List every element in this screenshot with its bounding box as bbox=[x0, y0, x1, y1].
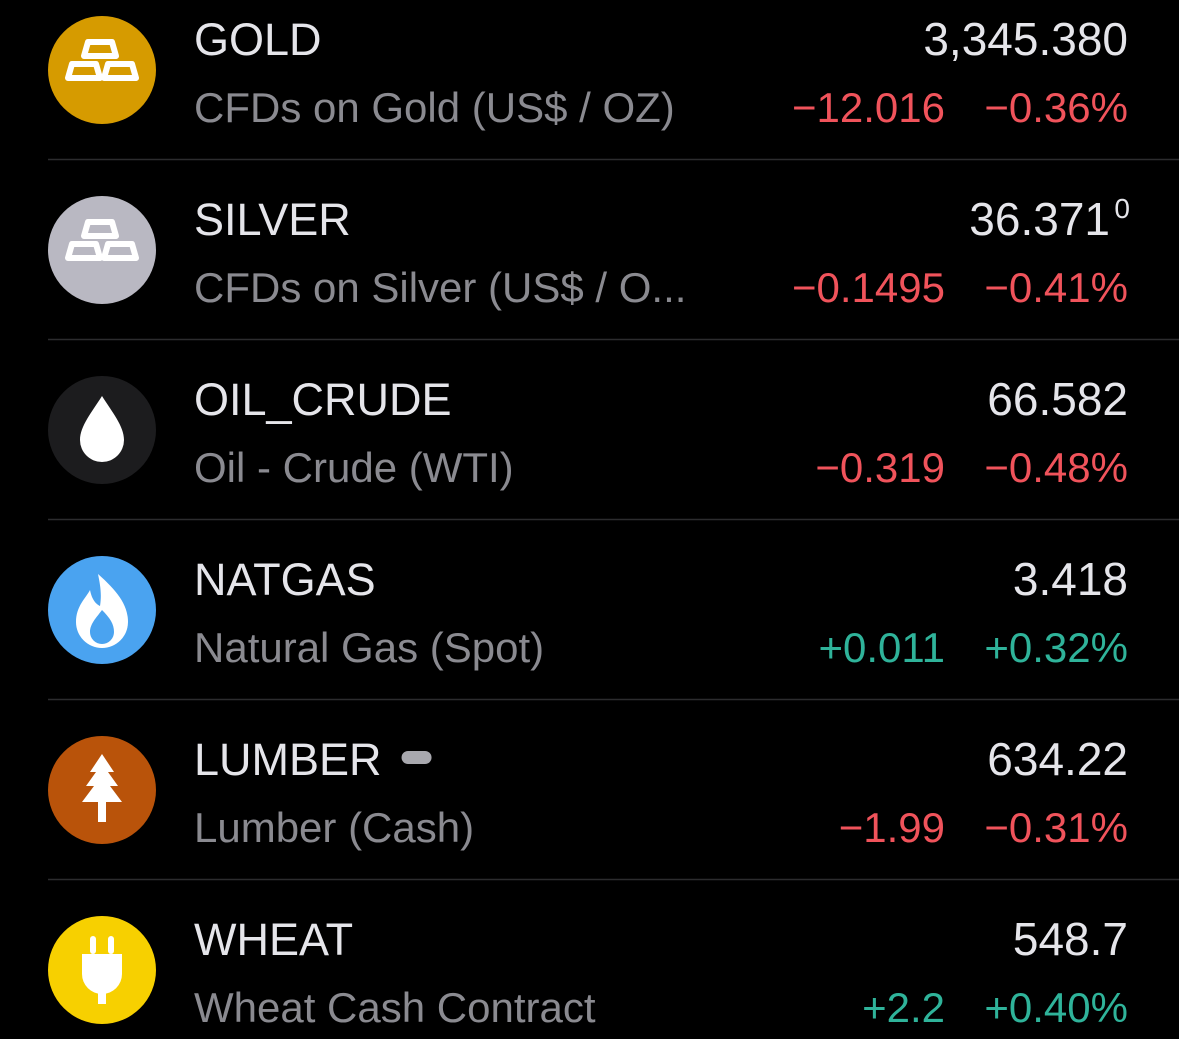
change: −12.016 bbox=[792, 84, 945, 131]
price: 66.582 bbox=[987, 373, 1128, 425]
icon-glyph bbox=[80, 396, 124, 462]
asset-icon bbox=[48, 376, 156, 484]
change-percent: −0.41% bbox=[984, 264, 1128, 311]
asset-name: CFDs on Gold (US$ / OZ) bbox=[194, 84, 675, 131]
icon-glyph bbox=[65, 219, 139, 261]
change-percent: +0.32% bbox=[984, 624, 1128, 671]
symbol: LUMBER bbox=[194, 734, 382, 785]
price: 3,345.380 bbox=[923, 13, 1128, 65]
asset-name: Natural Gas (Spot) bbox=[194, 624, 544, 671]
asset-name: CFDs on Silver (US$ / O... bbox=[194, 264, 686, 311]
asset-name: Wheat Cash Contract bbox=[194, 984, 596, 1031]
change-percent: +0.40% bbox=[984, 984, 1128, 1031]
change: −1.99 bbox=[839, 804, 945, 851]
asset-name: Oil - Crude (WTI) bbox=[194, 444, 514, 491]
icon-glyph bbox=[76, 574, 128, 648]
asset-icon bbox=[48, 916, 156, 1024]
asset-icon bbox=[48, 556, 156, 664]
watchlist-row[interactable]: SILVER CFDs on Silver (US$ / O... 36.371 0 −… bbox=[48, 193, 1179, 341]
change: +2.2 bbox=[862, 984, 945, 1031]
symbol: GOLD bbox=[194, 14, 322, 65]
price-superscript: 0 bbox=[1114, 193, 1130, 224]
symbol: OIL_CRUDE bbox=[194, 374, 452, 425]
icon-circle bbox=[48, 16, 156, 124]
price: 548.7 bbox=[1013, 913, 1128, 965]
asset-icon bbox=[48, 736, 156, 844]
change: +0.011 bbox=[818, 624, 945, 671]
icon-glyph bbox=[82, 936, 122, 1004]
change-percent: −0.36% bbox=[984, 84, 1128, 131]
asset-icon bbox=[48, 196, 156, 304]
price: 36.371 bbox=[969, 193, 1110, 245]
watchlist-row[interactable]: OIL_CRUDE Oil - Crude (WTI) 66.582 −0.319 −0… bbox=[48, 373, 1179, 521]
icon-glyph bbox=[82, 754, 122, 822]
change-percent: −0.31% bbox=[984, 804, 1128, 851]
change-percent: −0.48% bbox=[984, 444, 1128, 491]
asset-name: Lumber (Cash) bbox=[194, 804, 474, 851]
symbol: NATGAS bbox=[194, 554, 376, 605]
watchlist-row[interactable]: NATGAS Natural Gas (Spot) 3.418 +0.011 +0.32… bbox=[48, 553, 1179, 701]
status-pill bbox=[401, 751, 432, 764]
watchlist-row[interactable]: WHEAT Wheat Cash Contract 548.7 +2.2 +0.40% bbox=[48, 913, 1128, 1031]
watchlist-row[interactable]: LUMBER Lumber (Cash) 634.22 −1.99 −0.31% bbox=[48, 733, 1179, 881]
change: −0.319 bbox=[815, 444, 945, 491]
change: −0.1495 bbox=[792, 264, 945, 311]
watchlist-row[interactable]: GOLD CFDs on Gold (US$ / OZ) 3,345.380 −12.… bbox=[48, 13, 1179, 161]
price: 634.22 bbox=[987, 733, 1128, 785]
asset-icon bbox=[48, 16, 156, 124]
icon-glyph bbox=[65, 39, 139, 81]
icon-circle bbox=[48, 196, 156, 304]
symbol: WHEAT bbox=[194, 914, 353, 965]
price: 3.418 bbox=[1013, 553, 1128, 605]
symbol: SILVER bbox=[194, 194, 351, 245]
